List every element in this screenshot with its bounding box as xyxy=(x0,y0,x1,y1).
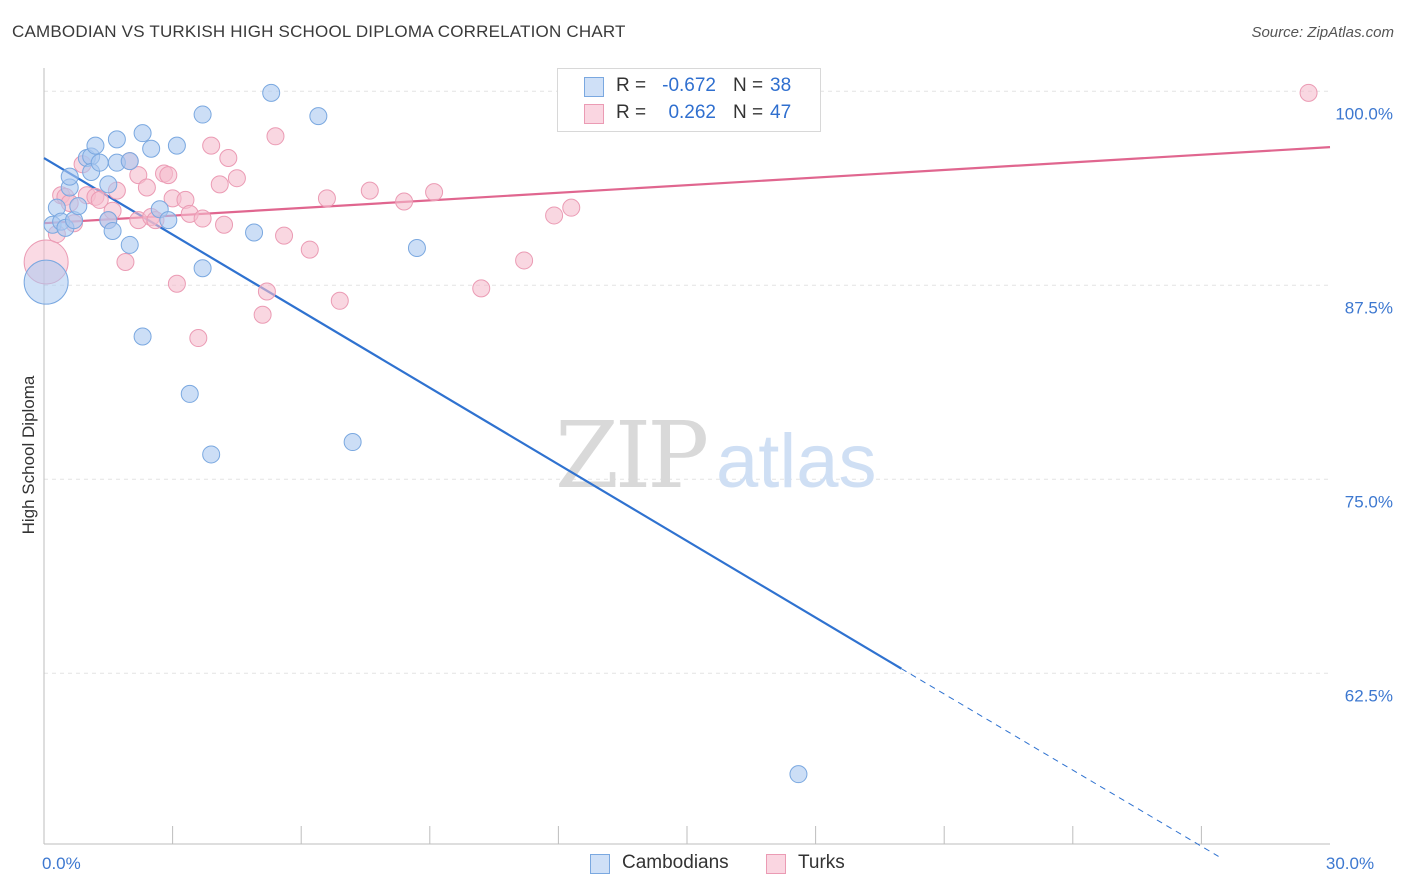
legend-swatch-turks xyxy=(584,104,604,124)
point-turks xyxy=(545,206,564,225)
trend-lines xyxy=(43,146,1331,857)
legend-row-turks: R = 0.262 N = 47 xyxy=(558,102,820,126)
point-turks xyxy=(253,305,272,324)
point-cambodians xyxy=(159,211,178,230)
point-turks xyxy=(189,329,208,348)
legend-label-cambodians: Cambodians xyxy=(622,852,729,873)
point-cambodians xyxy=(167,136,186,155)
point-turks xyxy=(562,198,581,217)
point-cambodians xyxy=(69,197,88,216)
point-turks xyxy=(227,169,246,188)
point-cambodians xyxy=(193,259,212,278)
trend-line-cambodians xyxy=(43,157,902,670)
x-tick-label: 0.0% xyxy=(42,854,81,873)
legend-swatch-cambodians xyxy=(590,854,610,874)
legend-row-cambodians: R = -0.672 N = 38 xyxy=(558,75,820,99)
point-turks xyxy=(257,282,276,301)
source-label: Source: ZipAtlas.com xyxy=(1251,24,1394,41)
x-tick-label: 30.0% xyxy=(1326,854,1374,873)
legend-r-value: 0.262 xyxy=(668,102,716,123)
point-cambodians xyxy=(309,107,328,126)
point-turks xyxy=(360,181,379,200)
point-cambodians xyxy=(23,259,69,305)
point-cambodians xyxy=(103,221,122,240)
legend-n-value: 38 xyxy=(770,75,792,96)
axes xyxy=(43,68,1330,845)
legend-r-label: R = xyxy=(616,102,647,123)
point-cambodians xyxy=(107,130,126,149)
point-cambodians xyxy=(245,223,264,242)
point-turks xyxy=(300,240,319,259)
point-turks xyxy=(275,226,294,245)
legend-swatch-turks xyxy=(766,854,786,874)
correlation-legend: R = -0.672 N = 38 R = 0.262 N = 47 xyxy=(557,68,821,132)
legend-n-label: N = xyxy=(733,75,764,96)
legend-swatch-cambodians xyxy=(584,77,604,97)
point-turks xyxy=(266,127,285,146)
watermark-zip: ZIP xyxy=(555,402,706,509)
point-cambodians xyxy=(120,235,139,254)
point-turks xyxy=(317,189,336,208)
trend-line-turks xyxy=(43,146,1331,225)
point-turks xyxy=(472,279,491,298)
point-turks xyxy=(202,136,221,155)
point-cambodians xyxy=(407,239,426,258)
legend-n-label: N = xyxy=(733,102,764,123)
point-turks xyxy=(210,175,229,194)
data-points xyxy=(23,83,1318,784)
legend-n-value: 47 xyxy=(770,102,792,123)
point-cambodians xyxy=(86,136,105,155)
tick-labels: 100.0% 87.5% 75.0% 62.5% 0.0% 30.0% xyxy=(42,104,1393,873)
point-turks xyxy=(330,291,349,310)
y-tick-label: 87.5% xyxy=(1345,298,1393,317)
legend-r-label: R = xyxy=(616,75,647,96)
point-turks xyxy=(90,190,109,209)
y-tick-label: 100.0% xyxy=(1335,104,1393,123)
point-turks xyxy=(425,183,444,202)
point-turks xyxy=(159,166,178,185)
point-cambodians xyxy=(193,105,212,124)
y-tick-label: 75.0% xyxy=(1345,492,1393,511)
point-cambodians xyxy=(120,152,139,171)
point-turks xyxy=(167,274,186,293)
point-turks xyxy=(1299,83,1318,102)
point-cambodians xyxy=(60,167,79,186)
point-cambodians xyxy=(99,175,118,194)
watermark-atlas: atlas xyxy=(716,419,877,504)
point-cambodians xyxy=(262,83,281,102)
point-turks xyxy=(395,192,414,211)
chart-title: CAMBODIAN VS TURKISH HIGH SCHOOL DIPLOMA… xyxy=(12,22,626,41)
point-cambodians xyxy=(202,445,221,464)
trend-line-extension xyxy=(901,668,1219,857)
point-cambodians xyxy=(142,139,161,158)
point-cambodians xyxy=(180,384,199,403)
point-cambodians xyxy=(133,327,152,346)
point-turks xyxy=(129,166,148,185)
point-turks xyxy=(116,253,135,271)
legend-r-value: -0.672 xyxy=(662,75,716,96)
point-turks xyxy=(515,251,534,270)
point-cambodians xyxy=(789,765,808,784)
legend-label-turks: Turks xyxy=(798,852,845,873)
point-cambodians xyxy=(90,153,109,172)
point-cambodians xyxy=(343,433,362,452)
point-turks xyxy=(137,178,156,197)
point-turks xyxy=(215,215,234,234)
point-turks xyxy=(193,209,212,228)
point-cambodians xyxy=(133,124,152,143)
y-tick-label: 62.5% xyxy=(1345,686,1393,705)
point-turks xyxy=(219,149,238,168)
